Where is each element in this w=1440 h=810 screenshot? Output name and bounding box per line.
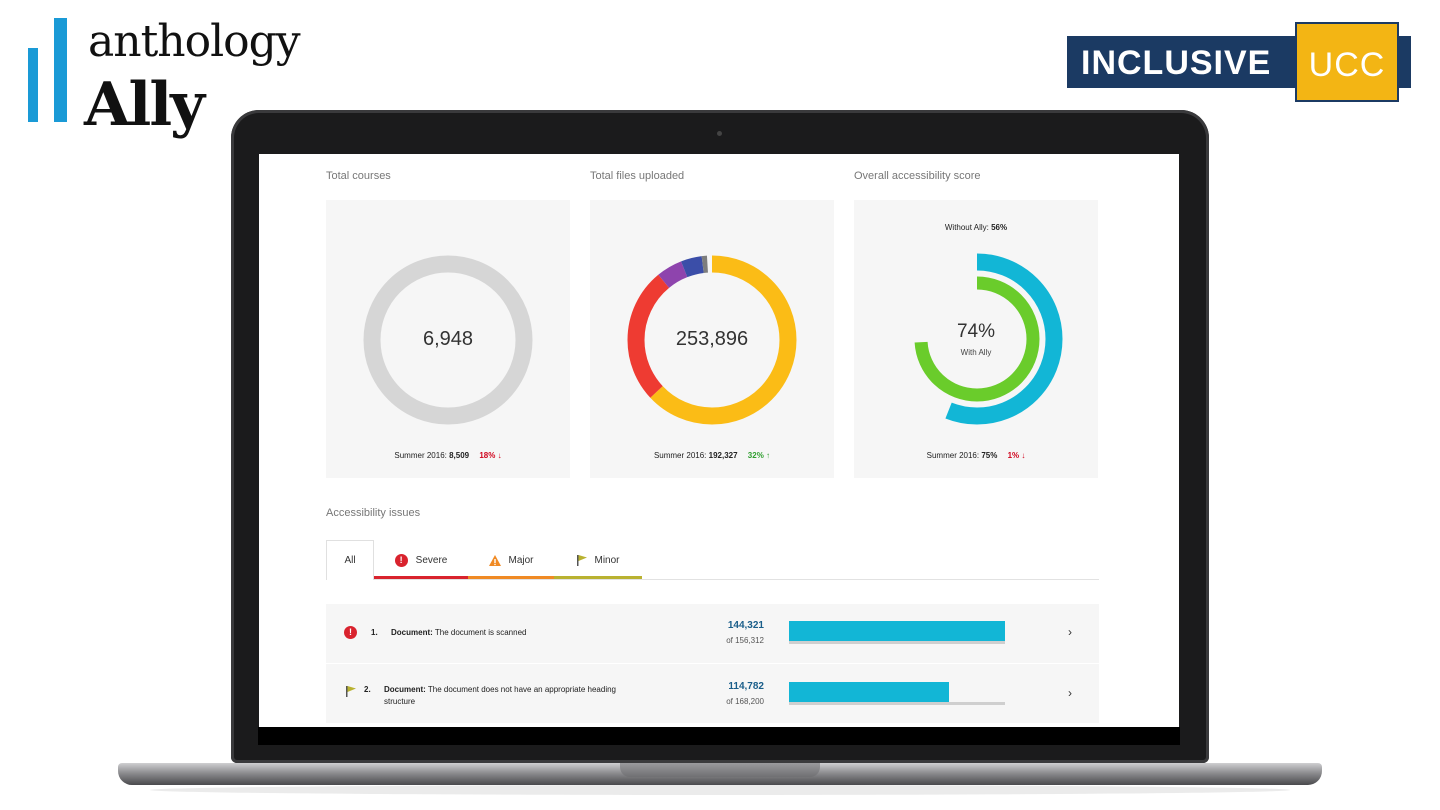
issue-index: 2. [364, 685, 371, 694]
laptop-shadow [150, 785, 1290, 795]
badge-ucc-text: UCC [1308, 46, 1386, 84]
issue-count: 114,782 [728, 681, 764, 692]
chevron-right-icon[interactable]: › [1068, 686, 1072, 700]
tab-severe-label: Severe [415, 554, 448, 566]
tab-severe[interactable]: ! Severe [374, 540, 468, 580]
tab-minor[interactable]: Minor [554, 540, 642, 580]
summer-label: Summer 2016: [653, 451, 707, 460]
tabs-divider [326, 579, 1099, 580]
tab-major-underline [468, 576, 554, 579]
issue-row[interactable]: 2. Document: The document does not have … [326, 664, 1099, 723]
severe-icon: ! [344, 626, 357, 639]
issue-text: Document: The document does not have an … [384, 684, 644, 708]
arrow-down-icon: ↓ [1021, 451, 1026, 460]
chevron-right-icon[interactable]: › [1068, 625, 1072, 639]
dashboard-screen: Total courses Total files uploaded Overa… [259, 154, 1179, 727]
summer-label: Summer 2016: [926, 451, 980, 460]
logo-ally: Ally [84, 70, 205, 140]
score-value: 74% [956, 321, 996, 342]
issue-bar-fill [789, 621, 1005, 641]
files-donut-segment [627, 255, 797, 425]
flag-icon [346, 686, 356, 697]
summer-label: Summer 2016: [394, 451, 447, 460]
inclusive-ucc-badge: INCLUSIVE UCC [1067, 22, 1411, 102]
logo-bar-short [28, 48, 38, 122]
tab-all[interactable]: All [326, 540, 374, 580]
issue-index: 1. [371, 628, 378, 637]
change-down: 1% ↓ [1007, 451, 1026, 460]
logo-anthology: anthology [88, 16, 301, 67]
courses-ring [363, 255, 533, 425]
summer-value: 192,327 [708, 451, 738, 460]
tab-severe-underline [374, 576, 468, 579]
issues-section-title: Accessibility issues [326, 507, 421, 519]
badge-gold-box: UCC [1295, 22, 1399, 102]
issue-bar-fill [789, 682, 949, 702]
laptop-notch [620, 763, 820, 777]
issue-row[interactable]: ! 1. Document: The document is scanned 1… [326, 604, 1099, 663]
tab-major[interactable]: Major [468, 540, 554, 580]
issue-count: 144,321 [727, 620, 764, 631]
courses-summer-stat: Summer 2016: 8,509 18% ↓ [326, 451, 570, 460]
change-down: 18% ↓ [479, 451, 502, 460]
issue-text: Document: The document is scanned [391, 627, 651, 639]
issue-total: of 168,200 [726, 697, 764, 706]
badge-inclusive-text: INCLUSIVE [1081, 44, 1272, 82]
summer-value: 75% [981, 451, 998, 460]
issue-bar-track [789, 641, 1005, 644]
tab-minor-label: Minor [594, 554, 620, 566]
issue-category: Document: [391, 628, 433, 637]
summer-value: 8,509 [449, 451, 470, 460]
warning-triangle-icon [489, 554, 502, 566]
score-summer-stat: Summer 2016: 75% 1% ↓ [854, 451, 1098, 460]
webcam-icon [717, 131, 722, 136]
flag-icon [577, 555, 588, 566]
courses-value: 6,948 [422, 328, 474, 350]
laptop-chin [258, 727, 1180, 745]
files-donut [627, 255, 797, 425]
files-donut-segment [627, 255, 797, 425]
tab-major-label: Major [508, 554, 534, 566]
card-title-score: Overall accessibility score [854, 170, 981, 182]
issue-bar-track [789, 702, 1005, 705]
arrow-up-icon: ↑ [766, 451, 771, 460]
issue-description: The document is scanned [434, 628, 527, 637]
score-caption: With Ally [960, 348, 992, 357]
tab-all-label: All [344, 555, 356, 566]
accessibility-score-card[interactable]: Without Ally: 56% 74% With Ally Summer 2… [854, 200, 1098, 478]
anthology-ally-logo: anthology Ally [28, 16, 328, 140]
files-value: 253,896 [675, 328, 749, 350]
arrow-down-icon: ↓ [497, 451, 502, 460]
total-courses-card[interactable]: 6,948 Summer 2016: 8,509 18% ↓ [326, 200, 570, 478]
issue-category: Document: [384, 685, 426, 694]
without-ally-label: Without Ally: 56% [944, 223, 1008, 232]
card-title-courses: Total courses [326, 170, 391, 182]
issue-total: of 156,312 [726, 636, 764, 645]
files-summer-stat: Summer 2016: 192,327 32% ↑ [590, 451, 834, 460]
tab-minor-underline [554, 576, 642, 579]
logo-bar-tall [54, 18, 67, 122]
change-up: 32% ↑ [747, 451, 771, 460]
score-gauge [891, 253, 1063, 425]
issue-description: The document does not have an appropriat… [384, 685, 616, 706]
card-title-files: Total files uploaded [590, 170, 685, 182]
severe-icon: ! [394, 553, 408, 567]
total-files-card[interactable]: 253,896 Summer 2016: 192,327 32% ↑ [590, 200, 834, 478]
